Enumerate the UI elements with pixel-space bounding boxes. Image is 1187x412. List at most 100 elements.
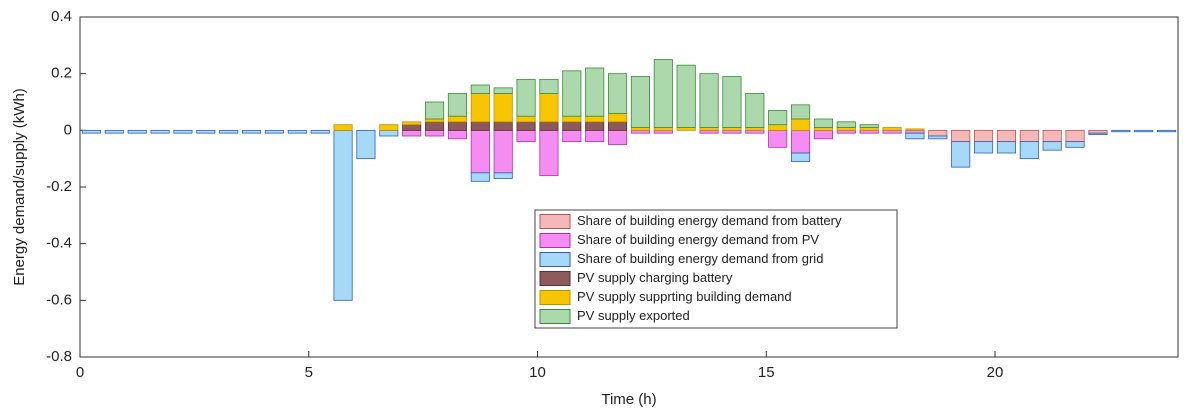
bar-segment xyxy=(1065,141,1085,148)
bar-segment xyxy=(493,93,513,123)
bar-segment xyxy=(1134,129,1154,133)
bar-segment xyxy=(699,73,719,128)
bar-segment xyxy=(562,115,582,123)
bar-segment xyxy=(1088,132,1108,135)
bar-segment xyxy=(996,141,1016,154)
bar-segment xyxy=(585,115,605,123)
bar-segment xyxy=(425,121,445,131)
bar-segment xyxy=(539,78,559,94)
bar-segment xyxy=(447,121,467,131)
bar-segment xyxy=(905,128,925,131)
bar-segment xyxy=(516,121,536,131)
bar-segment xyxy=(882,127,902,131)
y-tick-label: -0.2 xyxy=(46,178,72,195)
bar-segment xyxy=(470,93,490,123)
bar-segment xyxy=(608,112,628,123)
y-tick-label: 0 xyxy=(64,121,72,138)
bar-segment xyxy=(585,121,605,131)
bar-segment xyxy=(608,73,628,114)
bar-segment xyxy=(836,121,856,128)
bar-segment xyxy=(905,132,925,140)
bar-segment xyxy=(516,115,536,123)
bar-segment xyxy=(951,129,971,143)
y-tick-label: -0.8 xyxy=(46,348,72,365)
legend-swatch xyxy=(539,309,571,324)
y-tick-label: 0.4 xyxy=(51,8,72,25)
y-tick-label: -0.4 xyxy=(46,235,72,252)
x-tick-label: 10 xyxy=(529,364,546,381)
legend-label: PV supply charging battery xyxy=(577,270,733,285)
bar-segment xyxy=(859,129,879,134)
bar-segment xyxy=(768,110,788,126)
bar-segment xyxy=(928,135,948,140)
legend-swatch xyxy=(539,290,571,305)
bar-segment xyxy=(562,70,582,117)
bar-segment xyxy=(173,129,193,134)
bar-segment xyxy=(585,129,605,143)
bar-segment xyxy=(81,129,101,134)
bar-segment xyxy=(219,129,239,134)
bar-segment xyxy=(493,172,513,179)
bar-segment xyxy=(425,118,445,123)
bar-segment xyxy=(447,129,467,140)
bar-segment xyxy=(310,129,330,134)
bar-segment xyxy=(996,129,1016,143)
bar-segment xyxy=(242,129,262,134)
bar-segment xyxy=(470,172,490,182)
bar-segment xyxy=(1019,141,1039,160)
legend-box xyxy=(534,209,898,329)
bar-segment xyxy=(1042,141,1062,151)
bar-segment xyxy=(1088,129,1108,134)
bar-segment xyxy=(1065,129,1085,143)
legend-label: PV supply supprting building demand xyxy=(577,289,792,304)
bar-segment xyxy=(745,129,765,134)
bar-segment xyxy=(1042,129,1062,143)
x-axis-label: Time (h) xyxy=(601,391,656,408)
x-tick-label: 20 xyxy=(987,364,1004,381)
bar-segment xyxy=(539,129,559,177)
bar-segment xyxy=(630,129,650,134)
bar-segment xyxy=(425,129,445,137)
bar-segment xyxy=(974,141,994,154)
bar-segment xyxy=(447,115,467,123)
bar-segment xyxy=(379,124,399,131)
bar-segment xyxy=(813,129,833,140)
bar-segment xyxy=(791,129,811,154)
bar-segment xyxy=(493,129,513,174)
bar-segment xyxy=(836,129,856,134)
bar-segment xyxy=(653,129,673,134)
bar-segment xyxy=(905,129,925,134)
bar-segment xyxy=(470,129,490,174)
x-tick-label: 15 xyxy=(758,364,775,381)
bar-segment xyxy=(150,129,170,134)
bar-segment xyxy=(104,129,124,134)
bar-segment xyxy=(127,129,147,134)
bar-segment xyxy=(791,104,811,120)
bar-segment xyxy=(493,87,513,94)
bar-segment xyxy=(470,84,490,94)
bar-segment xyxy=(516,78,536,117)
bar-segment xyxy=(493,121,513,131)
bar-segment xyxy=(745,93,765,128)
legend-swatch xyxy=(539,233,571,248)
bar-segment xyxy=(379,129,399,137)
bar-segment xyxy=(356,129,376,160)
bar-segment xyxy=(447,93,467,117)
bar-segment xyxy=(516,129,536,143)
bar-segment xyxy=(859,127,879,131)
bar-segment xyxy=(722,127,742,131)
bar-segment xyxy=(1019,129,1039,143)
bar-segment xyxy=(608,129,628,145)
bar-segment xyxy=(974,129,994,143)
bar-segment xyxy=(745,127,765,131)
bar-segment xyxy=(791,118,811,131)
bar-segment xyxy=(470,121,490,131)
bar-segment xyxy=(402,121,422,126)
bar-segment xyxy=(333,129,353,301)
bar-segment xyxy=(630,127,650,131)
legend-swatch xyxy=(539,252,571,267)
bar-segment xyxy=(402,124,422,131)
bar-segment xyxy=(1111,129,1131,133)
bar-segment xyxy=(676,127,696,131)
